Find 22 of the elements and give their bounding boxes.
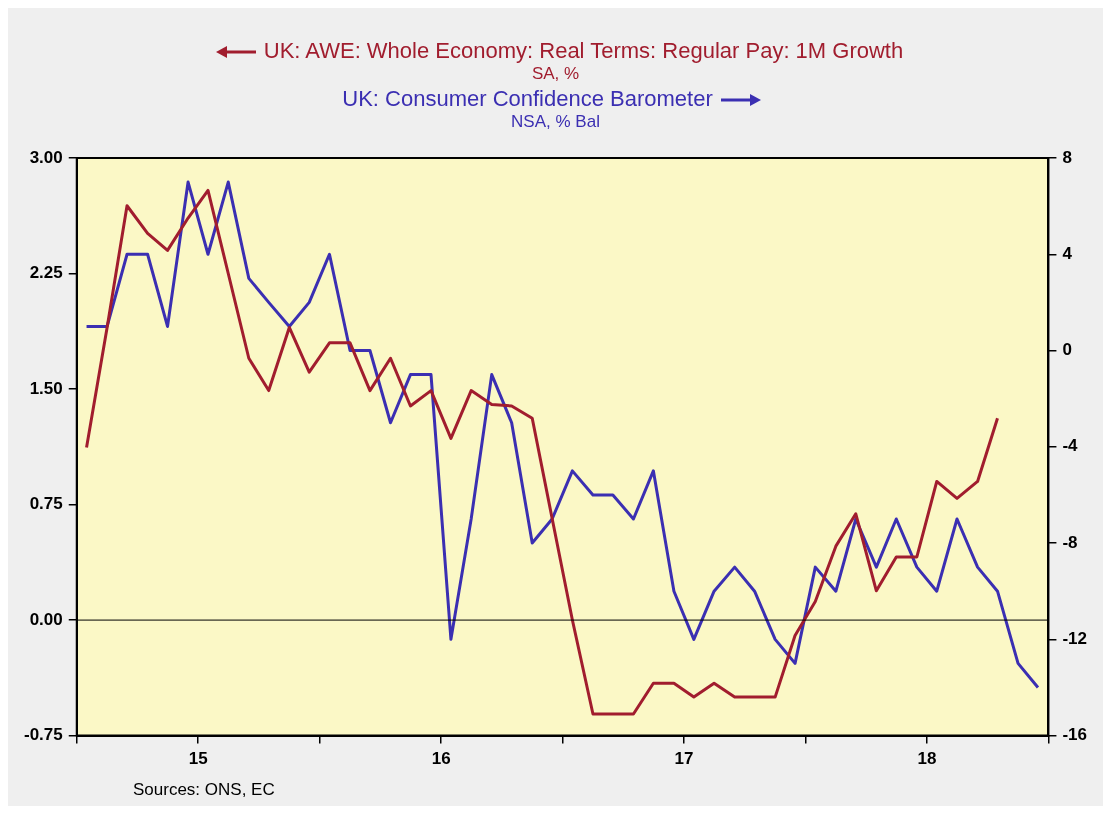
y-tick-label: 3.00 <box>29 147 63 167</box>
y-tick-label: 2.25 <box>29 263 63 283</box>
x-tick-label: 16 <box>431 749 451 769</box>
y-tick-label: 0.75 <box>29 494 63 514</box>
y-tick-label: 0.00 <box>29 609 63 629</box>
y2-tick-label: 0 <box>1062 340 1072 360</box>
legend-label: UK: AWE: Whole Economy: Real Terms: Regular Pay: 1M Growth <box>263 38 904 63</box>
y-tick-label: -0.75 <box>24 725 63 745</box>
x-tick-label: 15 <box>188 749 208 769</box>
y2-tick-label: 8 <box>1062 147 1072 167</box>
text: UK: Consumer Confidence Barometer <box>342 86 713 111</box>
source-note: Sources: ONS, EC <box>133 780 276 800</box>
y2-tick-label: 4 <box>1062 243 1073 263</box>
y2-tick-label: -8 <box>1062 532 1078 552</box>
y2-tick-label: -16 <box>1062 725 1088 745</box>
text: NSA, % Bal <box>510 112 601 132</box>
y2-tick-label: -12 <box>1062 629 1088 649</box>
y2-tick-label: -4 <box>1062 436 1079 456</box>
x-tick-label: 18 <box>917 749 937 769</box>
x-tick-label: 17 <box>674 749 694 769</box>
text: SA, % <box>530 64 581 84</box>
y-tick-label: 1.50 <box>29 378 63 398</box>
